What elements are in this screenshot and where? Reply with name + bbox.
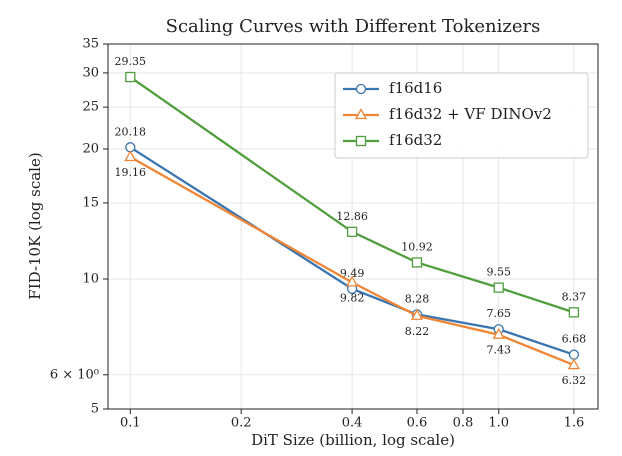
y-tick-label: 10 [82,271,99,286]
data-label: 9.82 [340,291,365,304]
marker [410,308,424,320]
data-label: 6.32 [562,374,587,387]
x-tick-label: 0.8 [453,416,474,431]
plot-frame [107,43,599,410]
x-tick-label: 1.0 [488,416,509,431]
marker [568,307,580,318]
chart-title: Scaling Curves with Different Tokenizers [166,16,541,37]
marker [567,358,581,370]
data-label: 8.22 [405,325,430,338]
y-tick-label: 25 [82,100,99,115]
marker [346,226,358,237]
y-tick-label: 5 [91,402,99,417]
marker [493,282,504,293]
marker [345,275,359,287]
legend: f16d16 f16d32 + VF DINOv2 f16d32 [334,72,589,159]
marker [492,327,505,339]
marker [125,71,136,83]
marker [124,150,137,162]
data-label: 19.16 [115,166,147,179]
data-label: 8.28 [405,292,430,305]
legend-label: f16d32 + VF DINOv2 [389,105,552,123]
y-tick-label: 6 × 10⁰ [50,367,99,382]
data-label: 9.55 [486,266,511,279]
legend-label: f16d32 [389,131,442,149]
x-tick-label: 0.6 [407,416,428,431]
data-label: 12.86 [336,210,368,223]
marker [354,108,368,120]
marker [411,257,423,268]
x-tick-label: 0.2 [231,416,252,431]
legend-box [334,72,589,159]
x-tick-label: 0.1 [120,416,141,431]
y-axis-label: FID-10K (log scale) [26,152,44,299]
legend-label: f16d16 [389,79,442,97]
y-tick-label: 35 [82,37,99,52]
marker [355,135,367,147]
y-tick-label: 20 [82,141,99,156]
y-tick-label: 30 [82,65,99,80]
x-tick-label: 0.4 [342,416,363,431]
marker [355,83,367,95]
data-label: 20.18 [115,125,147,138]
data-label: 7.43 [486,344,511,357]
y-tick-label: 15 [82,195,99,210]
x-axis-label: DiT Size (billion, log scale) [251,431,455,449]
x-tick-label: 1.6 [564,416,585,431]
data-label: 9.49 [340,267,365,280]
data-label: 6.68 [562,333,587,346]
data-label: 10.92 [401,240,433,253]
data-label: 7.65 [486,307,511,320]
marker [568,349,580,360]
data-label: 29.35 [115,55,147,68]
data-label: 8.37 [562,290,587,303]
